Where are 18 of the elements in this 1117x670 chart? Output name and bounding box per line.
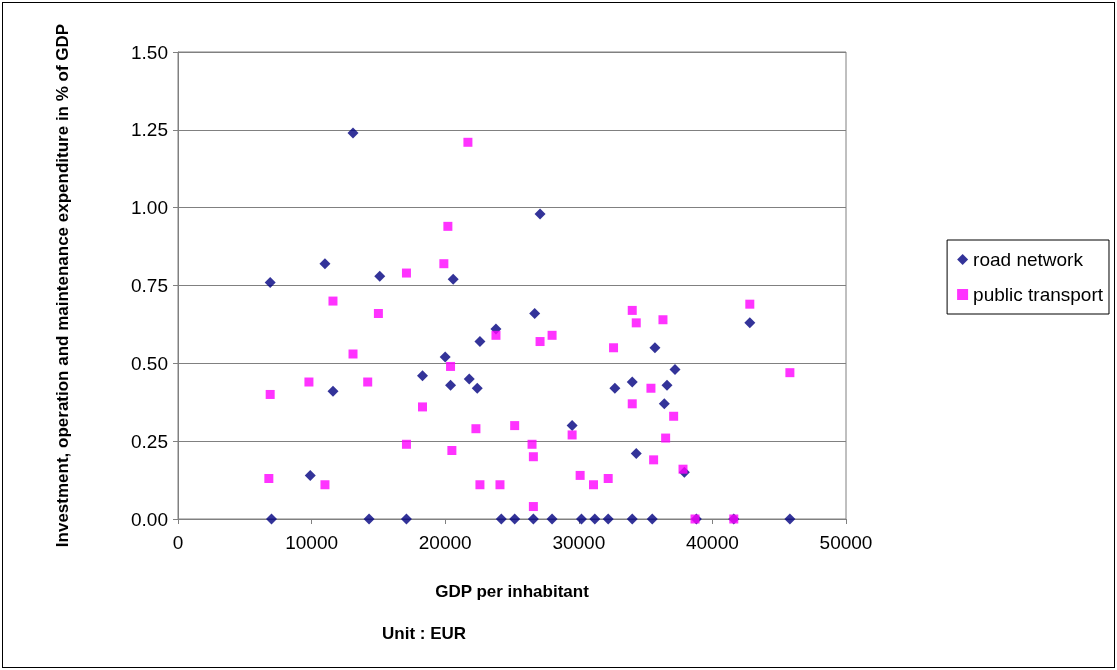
legend-label: road network <box>973 249 1084 270</box>
text: Unit : EUR <box>382 624 467 643</box>
y-tick-label: 1.25 <box>131 119 168 141</box>
x-tick-label: 20000 <box>418 532 472 553</box>
y-axis-title: Investment, operation and maintenance expenditure in % of GDP <box>52 23 72 548</box>
x-tick-label: 40000 <box>685 532 739 553</box>
y-tick-label: 1.50 <box>131 41 168 63</box>
y-tick-label: 1.00 <box>131 197 168 219</box>
y-tick-label: 0.25 <box>131 430 168 452</box>
x-tick-label: 30000 <box>552 532 606 553</box>
x-axis-title: GDP per inhabitant <box>435 582 590 601</box>
x-tick-label: 0 <box>172 532 184 553</box>
y-tick-label: 0.50 <box>131 352 168 374</box>
x-tick-label: 10000 <box>285 532 339 553</box>
x-tick-label: 50000 <box>819 532 873 553</box>
y-tick-label: 0.00 <box>131 508 168 530</box>
y-tick-label: 0.75 <box>131 275 168 296</box>
legend-label: public transport <box>973 284 1104 305</box>
